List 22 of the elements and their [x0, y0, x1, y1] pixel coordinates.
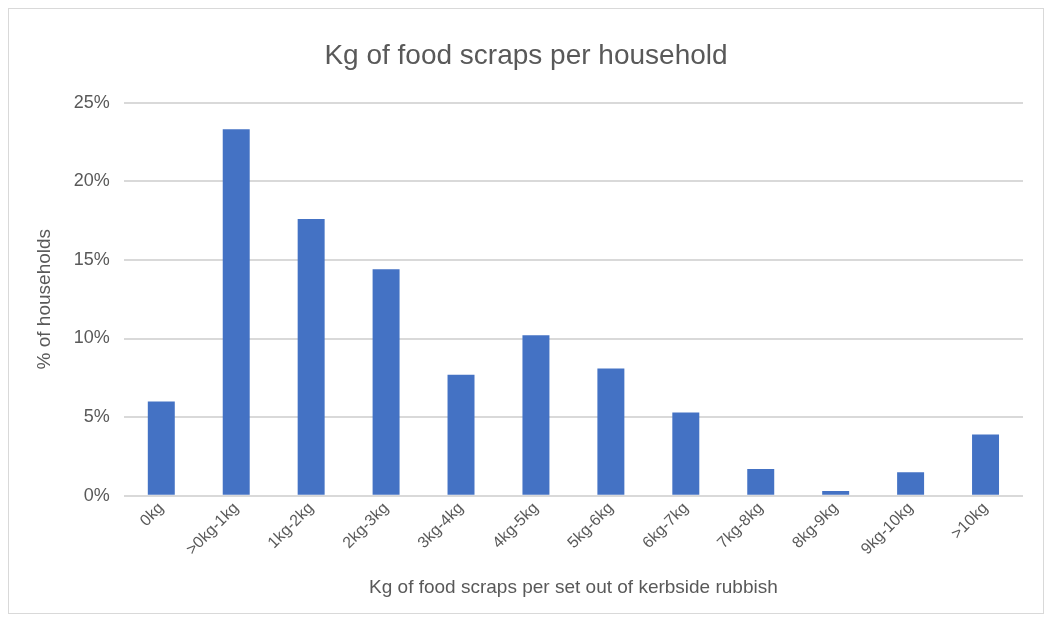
y-axis-title: % of households	[32, 228, 54, 370]
x-axis-title: Kg of food scraps per set out of kerbside rubbish	[369, 575, 778, 597]
y-tick-label: 0%	[83, 484, 110, 505]
chart-title: Kg of food scraps per household	[324, 38, 728, 70]
bar	[372, 269, 400, 495]
bar	[747, 469, 775, 495]
bar	[147, 401, 175, 495]
y-tick-label: 25%	[73, 91, 110, 112]
bar	[222, 129, 250, 495]
x-tick-label: 0kg	[136, 498, 167, 530]
bar	[597, 368, 625, 495]
bar	[897, 472, 925, 495]
bar	[822, 491, 850, 495]
y-tick-label: 20%	[73, 170, 110, 191]
bar	[297, 218, 325, 495]
bar	[522, 335, 550, 495]
bar	[972, 434, 1000, 495]
y-tick-label: 15%	[73, 248, 110, 269]
y-tick-label: 10%	[73, 327, 110, 348]
bar	[447, 374, 475, 495]
bar	[672, 412, 700, 495]
y-tick-label: 5%	[83, 406, 110, 427]
